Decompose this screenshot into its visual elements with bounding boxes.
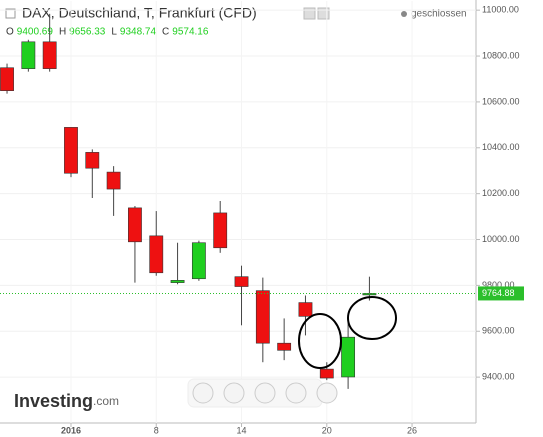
ohlc-key: O bbox=[6, 27, 14, 38]
candle-body bbox=[341, 336, 356, 378]
scroll-left-button[interactable] bbox=[192, 382, 214, 404]
candle-body bbox=[277, 342, 292, 351]
y-tick-label: 10000.00 bbox=[482, 234, 520, 244]
y-tick-label: 10200.00 bbox=[482, 188, 520, 198]
x-tick-label: 20 bbox=[322, 425, 332, 435]
candle-body bbox=[213, 212, 228, 249]
ohlc-key: H bbox=[59, 27, 66, 38]
status: geschlossen bbox=[411, 9, 467, 20]
y-tick-label: 9600.00 bbox=[482, 326, 515, 336]
candle-body bbox=[21, 41, 36, 69]
candle-body bbox=[85, 152, 100, 169]
x-tick-label: 26 bbox=[407, 425, 417, 435]
ohlc-key: L bbox=[111, 27, 117, 38]
zoom-in-button[interactable] bbox=[285, 382, 307, 404]
y-tick-label: 9400.00 bbox=[482, 372, 515, 382]
zoom-out-button[interactable] bbox=[223, 382, 245, 404]
candle-body bbox=[128, 207, 142, 243]
chart-title: DAX, Deutschland, T, Frankfurt (CFD) bbox=[22, 5, 257, 21]
ohlc-key: C bbox=[162, 27, 169, 38]
x-tick-label: 2016 bbox=[61, 425, 81, 435]
ohlc-value: 9348.74 bbox=[120, 27, 157, 38]
logo-suffix: .com bbox=[93, 394, 119, 408]
close-icon[interactable] bbox=[317, 7, 330, 20]
settings-icon[interactable] bbox=[303, 7, 316, 20]
candle-body bbox=[42, 41, 57, 69]
ohlc-value: 9574.16 bbox=[172, 27, 209, 38]
status-dot bbox=[401, 11, 407, 17]
y-tick-label: 9800.00 bbox=[482, 280, 515, 290]
candle-body bbox=[255, 290, 270, 344]
candle-body bbox=[106, 171, 121, 190]
candle-body bbox=[298, 302, 313, 317]
annotation-circle bbox=[347, 296, 397, 340]
candle-body bbox=[234, 276, 249, 287]
scroll-right-button[interactable] bbox=[316, 382, 338, 404]
y-tick-label: 10600.00 bbox=[482, 96, 520, 106]
reset-button[interactable] bbox=[254, 382, 276, 404]
last-price-box bbox=[478, 286, 524, 301]
logo: Investing.com bbox=[14, 391, 119, 411]
candle-body bbox=[319, 368, 334, 379]
logo-brand: Investing bbox=[14, 391, 93, 411]
last-price-label: 9764.88 bbox=[482, 288, 515, 298]
zoom-controls bbox=[187, 378, 338, 408]
x-tick-label: 14 bbox=[237, 425, 247, 435]
chart-icon bbox=[5, 8, 16, 19]
y-tick-label: 11000.00 bbox=[482, 5, 519, 15]
candle-body bbox=[0, 67, 14, 91]
y-tick-label: 10800.00 bbox=[482, 50, 520, 60]
ohlc-value: 9400.69 bbox=[17, 27, 54, 38]
candle-body bbox=[64, 127, 78, 174]
candle-body bbox=[149, 235, 164, 274]
x-tick-label: 8 bbox=[154, 425, 159, 435]
plot: 9400.00 9600.00 9800.00 10000.00 10200.00 104… bbox=[0, 0, 524, 435]
candle-body bbox=[170, 280, 185, 283]
ohlc-value: 9656.33 bbox=[69, 27, 106, 38]
annotation-circle bbox=[298, 313, 342, 369]
ohlc-legend: O 9400.69 H 9656.33 L 9348.74 C 9574.16 bbox=[6, 27, 209, 38]
y-tick-label: 10400.00 bbox=[482, 142, 520, 152]
candle-body bbox=[191, 242, 206, 280]
